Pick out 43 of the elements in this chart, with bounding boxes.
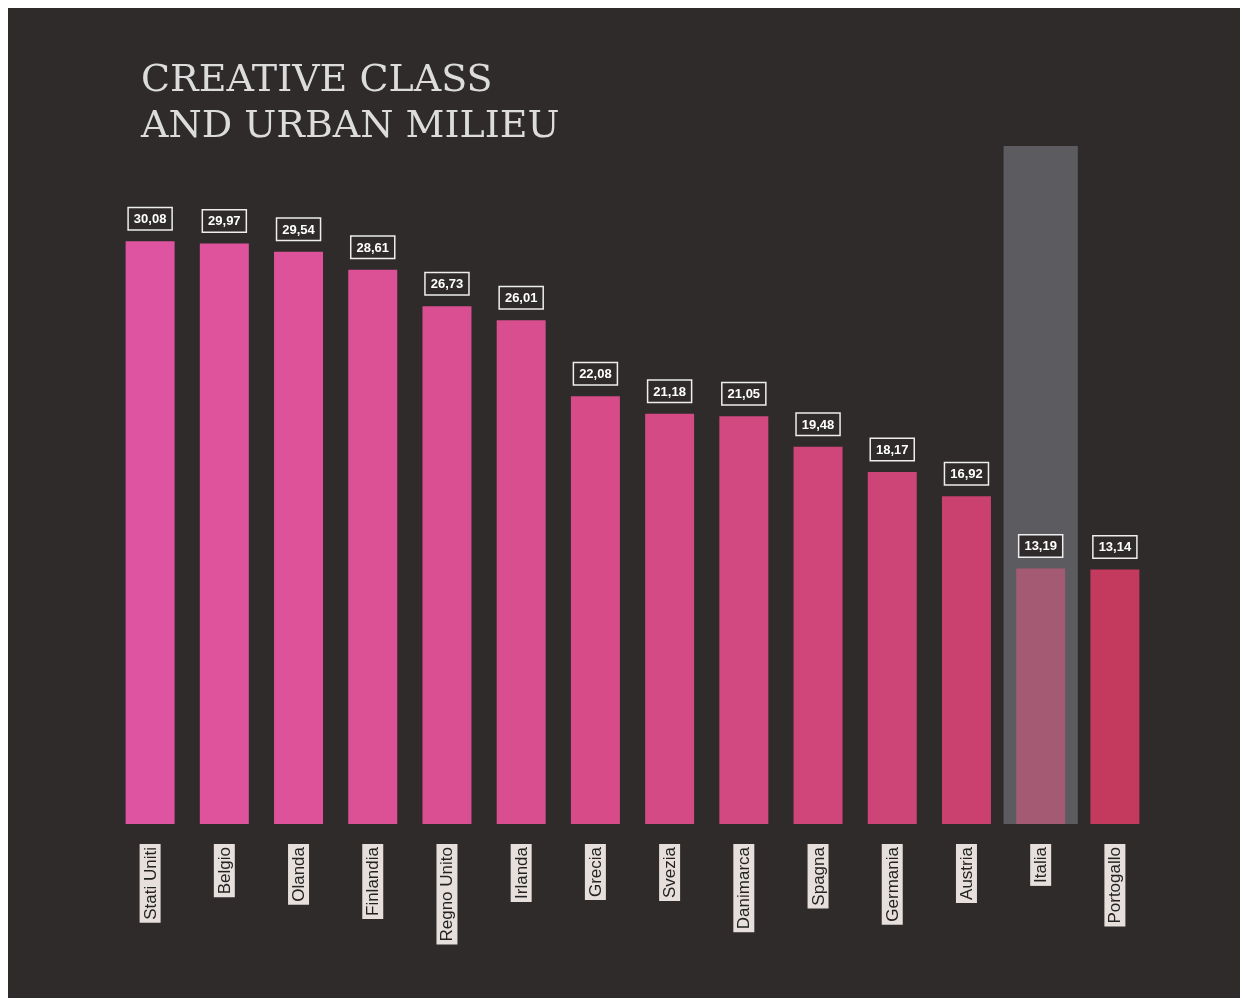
data-label: 21,18: [653, 383, 686, 399]
x-tick-label: Finlandia: [363, 846, 383, 916]
data-label: 30,08: [133, 211, 167, 227]
x-tick-label: Danimarca: [734, 846, 754, 930]
data-label: 18,17: [875, 442, 909, 458]
x-tick-label: Svezia: [660, 846, 680, 899]
bar: [274, 251, 324, 824]
data-label: 21,05: [727, 386, 761, 402]
data-label: 28,61: [356, 239, 390, 255]
bar: [1016, 568, 1066, 824]
x-tick-label: Germania: [882, 846, 902, 922]
bar: [496, 320, 546, 824]
x-tick-label: Italia: [1031, 846, 1051, 883]
bar: [125, 241, 175, 824]
x-tick-label: Stati Uniti: [140, 847, 160, 920]
x-tick-label: Regno Unito: [437, 847, 457, 942]
chart-title: CREATIVE CLASS AND URBAN MILIEU: [140, 56, 560, 146]
data-label: 26,73: [430, 276, 464, 292]
bar: [793, 446, 843, 824]
data-label: 29,54: [282, 221, 316, 237]
data-label: 13,19: [1024, 538, 1057, 554]
data-label: 16,92: [950, 466, 983, 482]
data-label: 19,48: [801, 416, 835, 432]
x-tick-label: Spagna: [808, 846, 828, 906]
bar: [719, 416, 769, 824]
x-tick-label: Portogallo: [1105, 847, 1125, 924]
bar: [199, 243, 249, 824]
bar: [645, 413, 695, 824]
bar: [867, 472, 917, 824]
x-tick-label: Grecia: [585, 846, 605, 898]
bar: [941, 496, 991, 824]
bar: [570, 396, 620, 824]
x-tick-label: Irlanda: [511, 846, 531, 899]
x-tick-label: Austria: [956, 846, 976, 900]
data-label: 13,14: [1098, 539, 1132, 555]
bar: [348, 269, 398, 824]
x-tick-label: Olanda: [289, 846, 309, 902]
data-label: 26,01: [504, 290, 538, 306]
bar: [1090, 569, 1140, 824]
x-tick-label: Belgio: [214, 847, 234, 895]
bar: [422, 306, 472, 824]
data-label: 29,97: [208, 213, 241, 229]
data-label: 22,08: [579, 366, 612, 382]
